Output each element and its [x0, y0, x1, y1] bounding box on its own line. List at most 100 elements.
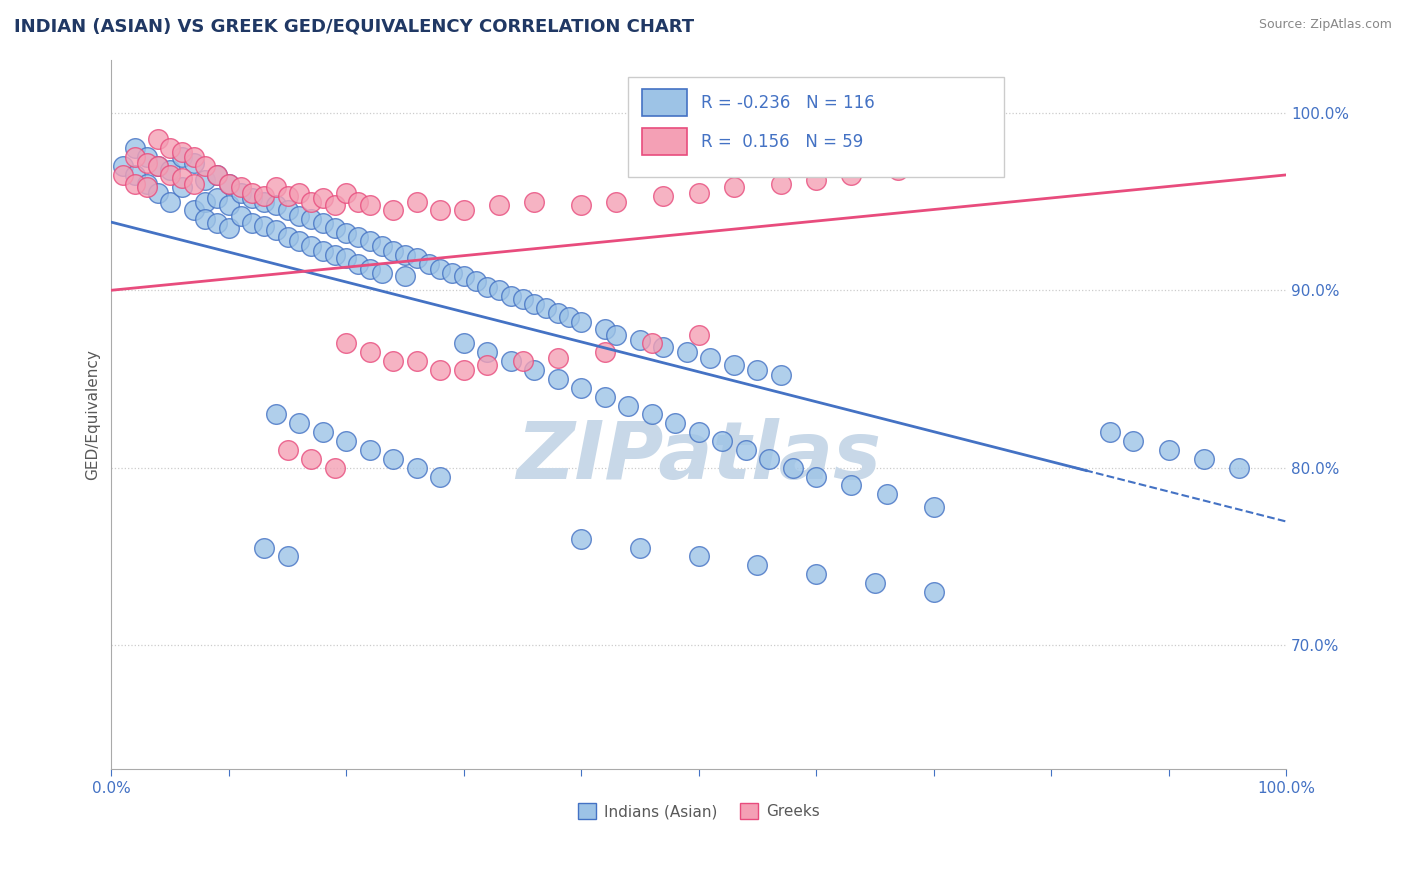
Point: [159, 168, 181, 182]
Point: [488, 198, 510, 212]
Point: [264, 408, 287, 422]
Point: [523, 194, 546, 209]
Point: [593, 322, 616, 336]
Point: [499, 354, 522, 368]
Point: [569, 198, 592, 212]
Point: [429, 363, 451, 377]
Point: [148, 159, 170, 173]
Point: [288, 186, 311, 200]
Point: [240, 186, 263, 200]
Point: [1157, 442, 1180, 457]
Point: [124, 168, 146, 182]
Point: [112, 159, 135, 173]
Point: [240, 216, 263, 230]
Point: [641, 408, 664, 422]
Bar: [643, 128, 688, 155]
Point: [429, 469, 451, 483]
Point: [747, 363, 769, 377]
Point: [405, 194, 427, 209]
Point: [569, 532, 592, 546]
Point: [534, 301, 557, 315]
Point: [477, 358, 499, 372]
Point: [769, 177, 792, 191]
Point: [299, 239, 322, 253]
Point: [312, 425, 335, 440]
Point: [370, 239, 392, 253]
Point: [804, 567, 827, 582]
Point: [170, 150, 193, 164]
Point: [335, 434, 357, 448]
Point: [323, 460, 346, 475]
Point: [170, 171, 193, 186]
Point: [723, 180, 745, 194]
Point: [359, 262, 381, 277]
Point: [359, 442, 381, 457]
Point: [688, 327, 710, 342]
Point: [312, 191, 335, 205]
Point: [148, 132, 170, 146]
Point: [240, 191, 263, 205]
Point: [405, 354, 427, 368]
Point: [299, 212, 322, 227]
Point: [664, 417, 686, 431]
Point: [758, 451, 780, 466]
Point: [347, 257, 370, 271]
Point: [218, 177, 240, 191]
Point: [547, 372, 569, 386]
Point: [135, 177, 157, 191]
Point: [922, 500, 945, 514]
Text: R = -0.236   N = 116: R = -0.236 N = 116: [702, 94, 875, 112]
Point: [628, 541, 651, 555]
Point: [523, 363, 546, 377]
Point: [418, 257, 440, 271]
Point: [652, 189, 675, 203]
Point: [277, 442, 299, 457]
Point: [253, 219, 276, 234]
Point: [205, 216, 228, 230]
Point: [453, 336, 475, 351]
Point: [347, 194, 370, 209]
Point: [194, 173, 217, 187]
Point: [253, 189, 276, 203]
Point: [512, 354, 534, 368]
Point: [1192, 451, 1215, 466]
Point: [547, 351, 569, 365]
Bar: [628, 78, 1004, 177]
Point: [382, 244, 405, 259]
Point: [441, 266, 464, 280]
Point: [394, 268, 416, 283]
Point: [922, 159, 945, 173]
Point: [183, 203, 205, 218]
Text: ZIPatlas: ZIPatlas: [516, 418, 882, 496]
Point: [804, 469, 827, 483]
Point: [394, 248, 416, 262]
Text: Source: ZipAtlas.com: Source: ZipAtlas.com: [1258, 18, 1392, 31]
Point: [229, 186, 252, 200]
Point: [194, 212, 217, 227]
Point: [382, 451, 405, 466]
Point: [194, 159, 217, 173]
Point: [159, 194, 181, 209]
Point: [288, 209, 311, 223]
Point: [512, 292, 534, 306]
Point: [135, 180, 157, 194]
Point: [593, 345, 616, 359]
Point: [218, 198, 240, 212]
Point: [288, 417, 311, 431]
Point: [464, 274, 486, 288]
Point: [183, 150, 205, 164]
Point: [922, 585, 945, 599]
Point: [288, 234, 311, 248]
Point: [688, 549, 710, 564]
Bar: [643, 89, 688, 116]
Point: [688, 425, 710, 440]
Point: [453, 363, 475, 377]
Point: [382, 354, 405, 368]
Point: [488, 283, 510, 297]
Point: [605, 327, 627, 342]
Point: [183, 177, 205, 191]
Point: [299, 451, 322, 466]
Point: [264, 180, 287, 194]
Point: [277, 549, 299, 564]
Point: [347, 230, 370, 244]
